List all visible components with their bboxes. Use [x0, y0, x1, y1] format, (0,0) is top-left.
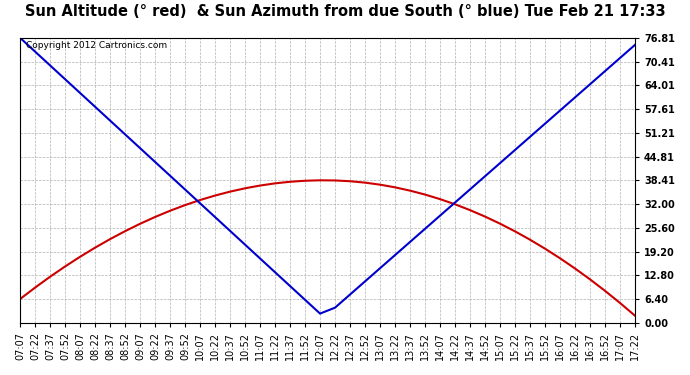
Text: Copyright 2012 Cartronics.com: Copyright 2012 Cartronics.com — [26, 40, 167, 50]
Text: Sun Altitude (° red)  & Sun Azimuth from due South (° blue) Tue Feb 21 17:33: Sun Altitude (° red) & Sun Azimuth from … — [25, 4, 665, 19]
